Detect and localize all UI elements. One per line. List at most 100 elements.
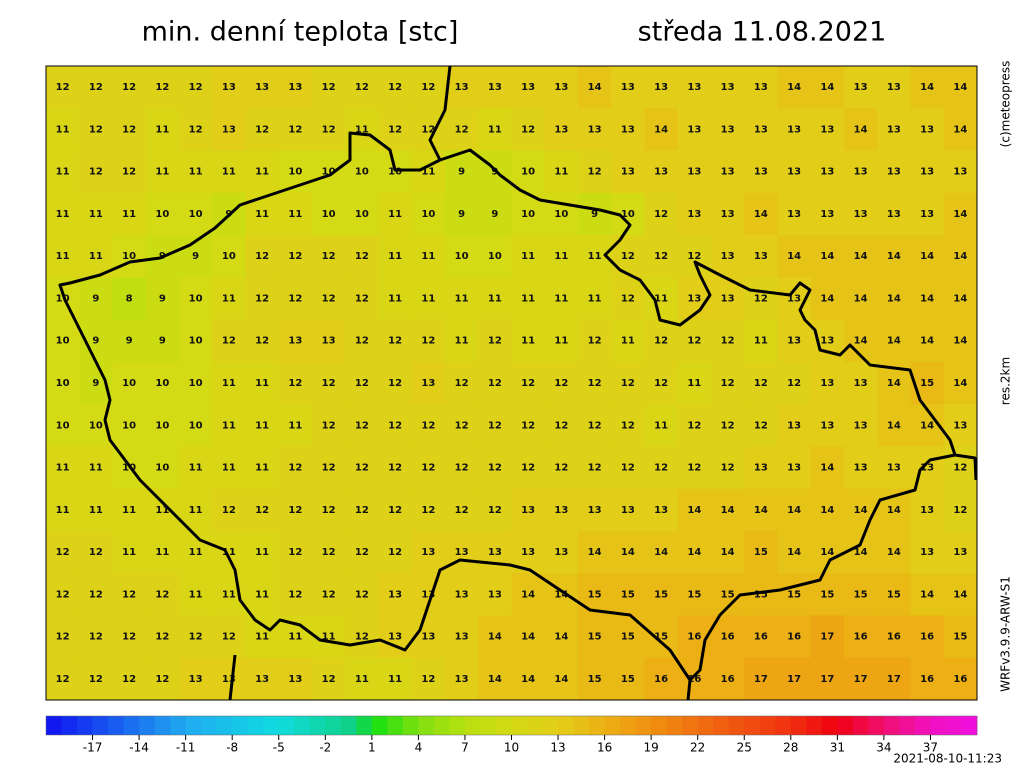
grid-cell	[644, 319, 679, 363]
grid-cell	[777, 192, 812, 236]
cell-value: 14	[787, 251, 801, 262]
grid-cell	[378, 66, 413, 109]
colorbar-segment	[201, 716, 218, 735]
cell-value: 11	[155, 167, 169, 178]
grid-cell	[345, 235, 379, 278]
cell-value: 11	[89, 209, 103, 220]
grid-cell	[145, 277, 180, 321]
cell-value: 11	[255, 463, 269, 474]
cell-value: 12	[122, 589, 136, 600]
cell-value: 12	[521, 420, 535, 431]
grid-cell	[212, 488, 246, 532]
cell-value: 12	[322, 378, 336, 389]
cell-value: 17	[887, 674, 901, 685]
grid-cell	[711, 235, 745, 278]
grid-cell	[46, 530, 80, 574]
grid-cell	[145, 66, 180, 109]
cell-value: 11	[455, 336, 469, 347]
cell-value: 13	[554, 547, 568, 558]
temperature-grid: 12 12 12 12 12 13 13 13 12 12 12 12 13 13 13 13 14 13 13 13…	[46, 66, 978, 701]
cell-value: 14	[820, 463, 834, 474]
grid-cell	[312, 150, 346, 194]
grid-cell	[578, 277, 612, 321]
grid-cell	[578, 66, 612, 109]
cell-value: 11	[255, 167, 269, 178]
colorbar-segment	[495, 716, 512, 735]
colorbar-segment	[278, 716, 295, 735]
grid-cell	[711, 530, 745, 574]
cell-value: 14	[920, 293, 934, 304]
cell-value: 12	[421, 82, 435, 93]
cell-value: 11	[288, 632, 302, 643]
colorbar-segment	[61, 716, 78, 735]
grid-cell	[844, 446, 878, 490]
cell-value: 12	[654, 251, 668, 262]
cell-value: 11	[222, 378, 236, 389]
cell-value: 14	[920, 420, 934, 431]
grid-cell	[943, 150, 978, 194]
cell-value: 12	[554, 378, 568, 389]
grid-cell	[511, 108, 546, 152]
cell-value: 12	[89, 547, 103, 558]
cell-value: 12	[787, 378, 801, 389]
grid-cell	[511, 235, 546, 278]
grid-cell	[711, 361, 745, 405]
colorbar-segment	[914, 716, 931, 735]
cell-value: 12	[654, 463, 668, 474]
cell-value: 11	[621, 336, 635, 347]
cell-value: 12	[721, 378, 735, 389]
cell-value: 13	[222, 124, 236, 135]
grid-cell	[943, 488, 978, 532]
cell-value: 9	[126, 336, 133, 347]
cell-value: 11	[255, 209, 269, 220]
cell-value: 13	[288, 336, 302, 347]
cell-value: 12	[288, 463, 302, 474]
grid-cell	[578, 488, 612, 532]
grid-cell	[79, 192, 113, 236]
colorbar-tick-label: 19	[644, 741, 659, 755]
grid-cell	[810, 66, 845, 109]
grid-cell	[79, 488, 113, 532]
grid-cell	[844, 108, 878, 152]
grid-cell	[943, 277, 978, 321]
cell-value: 12	[355, 420, 369, 431]
colorbar-segment	[604, 716, 621, 735]
grid-cell	[79, 657, 113, 701]
cell-value: 13	[687, 209, 701, 220]
grid-cell	[910, 66, 945, 109]
grid-cell	[79, 361, 113, 405]
grid-cell	[278, 277, 313, 321]
grid-cell	[312, 573, 346, 616]
cell-value: 14	[953, 336, 967, 347]
grid-cell	[278, 108, 313, 152]
colorbar-segment	[682, 716, 699, 735]
grid-cell	[278, 573, 313, 616]
colorbar-segment	[139, 716, 156, 735]
grid-cell	[611, 488, 645, 532]
cell-value: 14	[854, 124, 868, 135]
grid-cell	[112, 150, 147, 194]
cell-value: 13	[421, 632, 435, 643]
cell-value: 12	[621, 463, 635, 474]
cell-value: 11	[488, 293, 502, 304]
cell-value: 10	[222, 251, 236, 262]
grid-cell	[145, 615, 180, 659]
cell-value: 13	[721, 293, 735, 304]
cell-value: 12	[388, 547, 402, 558]
cell-value: 12	[222, 336, 236, 347]
grid-cell	[478, 615, 512, 659]
grid-cell	[744, 192, 778, 236]
grid-cell	[578, 615, 612, 659]
cell-value: 13	[820, 336, 834, 347]
cell-value: 11	[654, 420, 668, 431]
cell-value: 11	[189, 505, 203, 516]
grid-cell	[212, 615, 246, 659]
grid-cell	[578, 361, 612, 405]
cell-value: 10	[322, 209, 336, 220]
grid-cell	[79, 446, 113, 490]
cell-value: 10	[122, 463, 136, 474]
grid-cell	[145, 108, 180, 152]
grid-cell	[777, 615, 812, 659]
cell-value: 14	[887, 378, 901, 389]
cell-value: 13	[521, 82, 535, 93]
